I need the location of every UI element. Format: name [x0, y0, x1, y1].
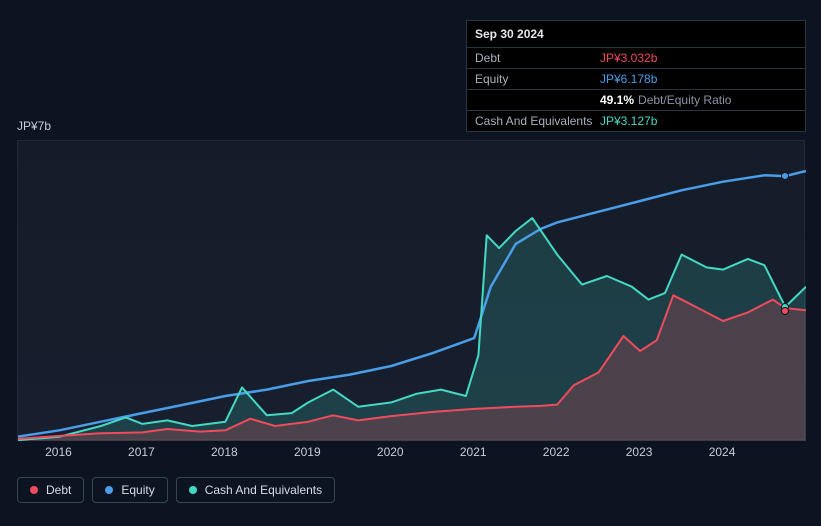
x-tick: 2024	[709, 445, 736, 459]
tooltip-ratio-spacer	[475, 93, 600, 107]
legend-item-cash[interactable]: Cash And Equivalents	[176, 477, 335, 503]
data-tooltip: Sep 30 2024 Debt JP¥3.032b Equity JP¥6.1…	[466, 20, 806, 132]
tooltip-row-cash: Cash And Equivalents JP¥3.127b	[467, 110, 805, 131]
chart-container: JP¥7b JP¥0 20162017201820192020202120222…	[17, 125, 805, 505]
x-tick: 2016	[45, 445, 72, 459]
x-tick: 2019	[294, 445, 321, 459]
ratio-percent: 49.1%	[600, 93, 634, 107]
x-tick: 2023	[626, 445, 653, 459]
legend-item-debt[interactable]: Debt	[17, 477, 84, 503]
chart-legend: Debt Equity Cash And Equivalents	[17, 477, 335, 503]
x-axis-ticks: 2016 2017 2018 2019 2020 2021 2022 2023 2024	[17, 445, 805, 463]
legend-label-debt: Debt	[46, 483, 71, 497]
tooltip-cash-value: JP¥3.127b	[600, 114, 797, 128]
x-tick: 2018	[211, 445, 238, 459]
ratio-text: Debt/Equity Ratio	[638, 93, 731, 107]
tooltip-equity-value: JP¥6.178b	[600, 72, 797, 86]
legend-dot-equity	[105, 486, 113, 494]
series-marker-debt	[781, 307, 789, 315]
tooltip-debt-label: Debt	[475, 51, 600, 65]
tooltip-row-debt: Debt JP¥3.032b	[467, 47, 805, 68]
tooltip-row-equity: Equity JP¥6.178b	[467, 68, 805, 89]
legend-label-cash: Cash And Equivalents	[205, 483, 322, 497]
tooltip-row-ratio: 49.1% Debt/Equity Ratio	[467, 89, 805, 110]
tooltip-equity-label: Equity	[475, 72, 600, 86]
series-marker-equity	[781, 172, 789, 180]
chart-svg	[18, 141, 806, 441]
x-tick: 2020	[377, 445, 404, 459]
legend-dot-debt	[30, 486, 38, 494]
legend-dot-cash	[189, 486, 197, 494]
legend-label-equity: Equity	[121, 483, 154, 497]
chart-plot-area[interactable]	[17, 140, 805, 440]
y-axis-top-label: JP¥7b	[17, 119, 51, 133]
tooltip-debt-value: JP¥3.032b	[600, 51, 797, 65]
x-tick: 2021	[460, 445, 487, 459]
tooltip-ratio-value: 49.1% Debt/Equity Ratio	[600, 93, 797, 107]
x-tick: 2022	[543, 445, 570, 459]
tooltip-cash-label: Cash And Equivalents	[475, 114, 600, 128]
legend-item-equity[interactable]: Equity	[92, 477, 167, 503]
x-tick: 2017	[128, 445, 155, 459]
tooltip-date: Sep 30 2024	[467, 21, 805, 47]
